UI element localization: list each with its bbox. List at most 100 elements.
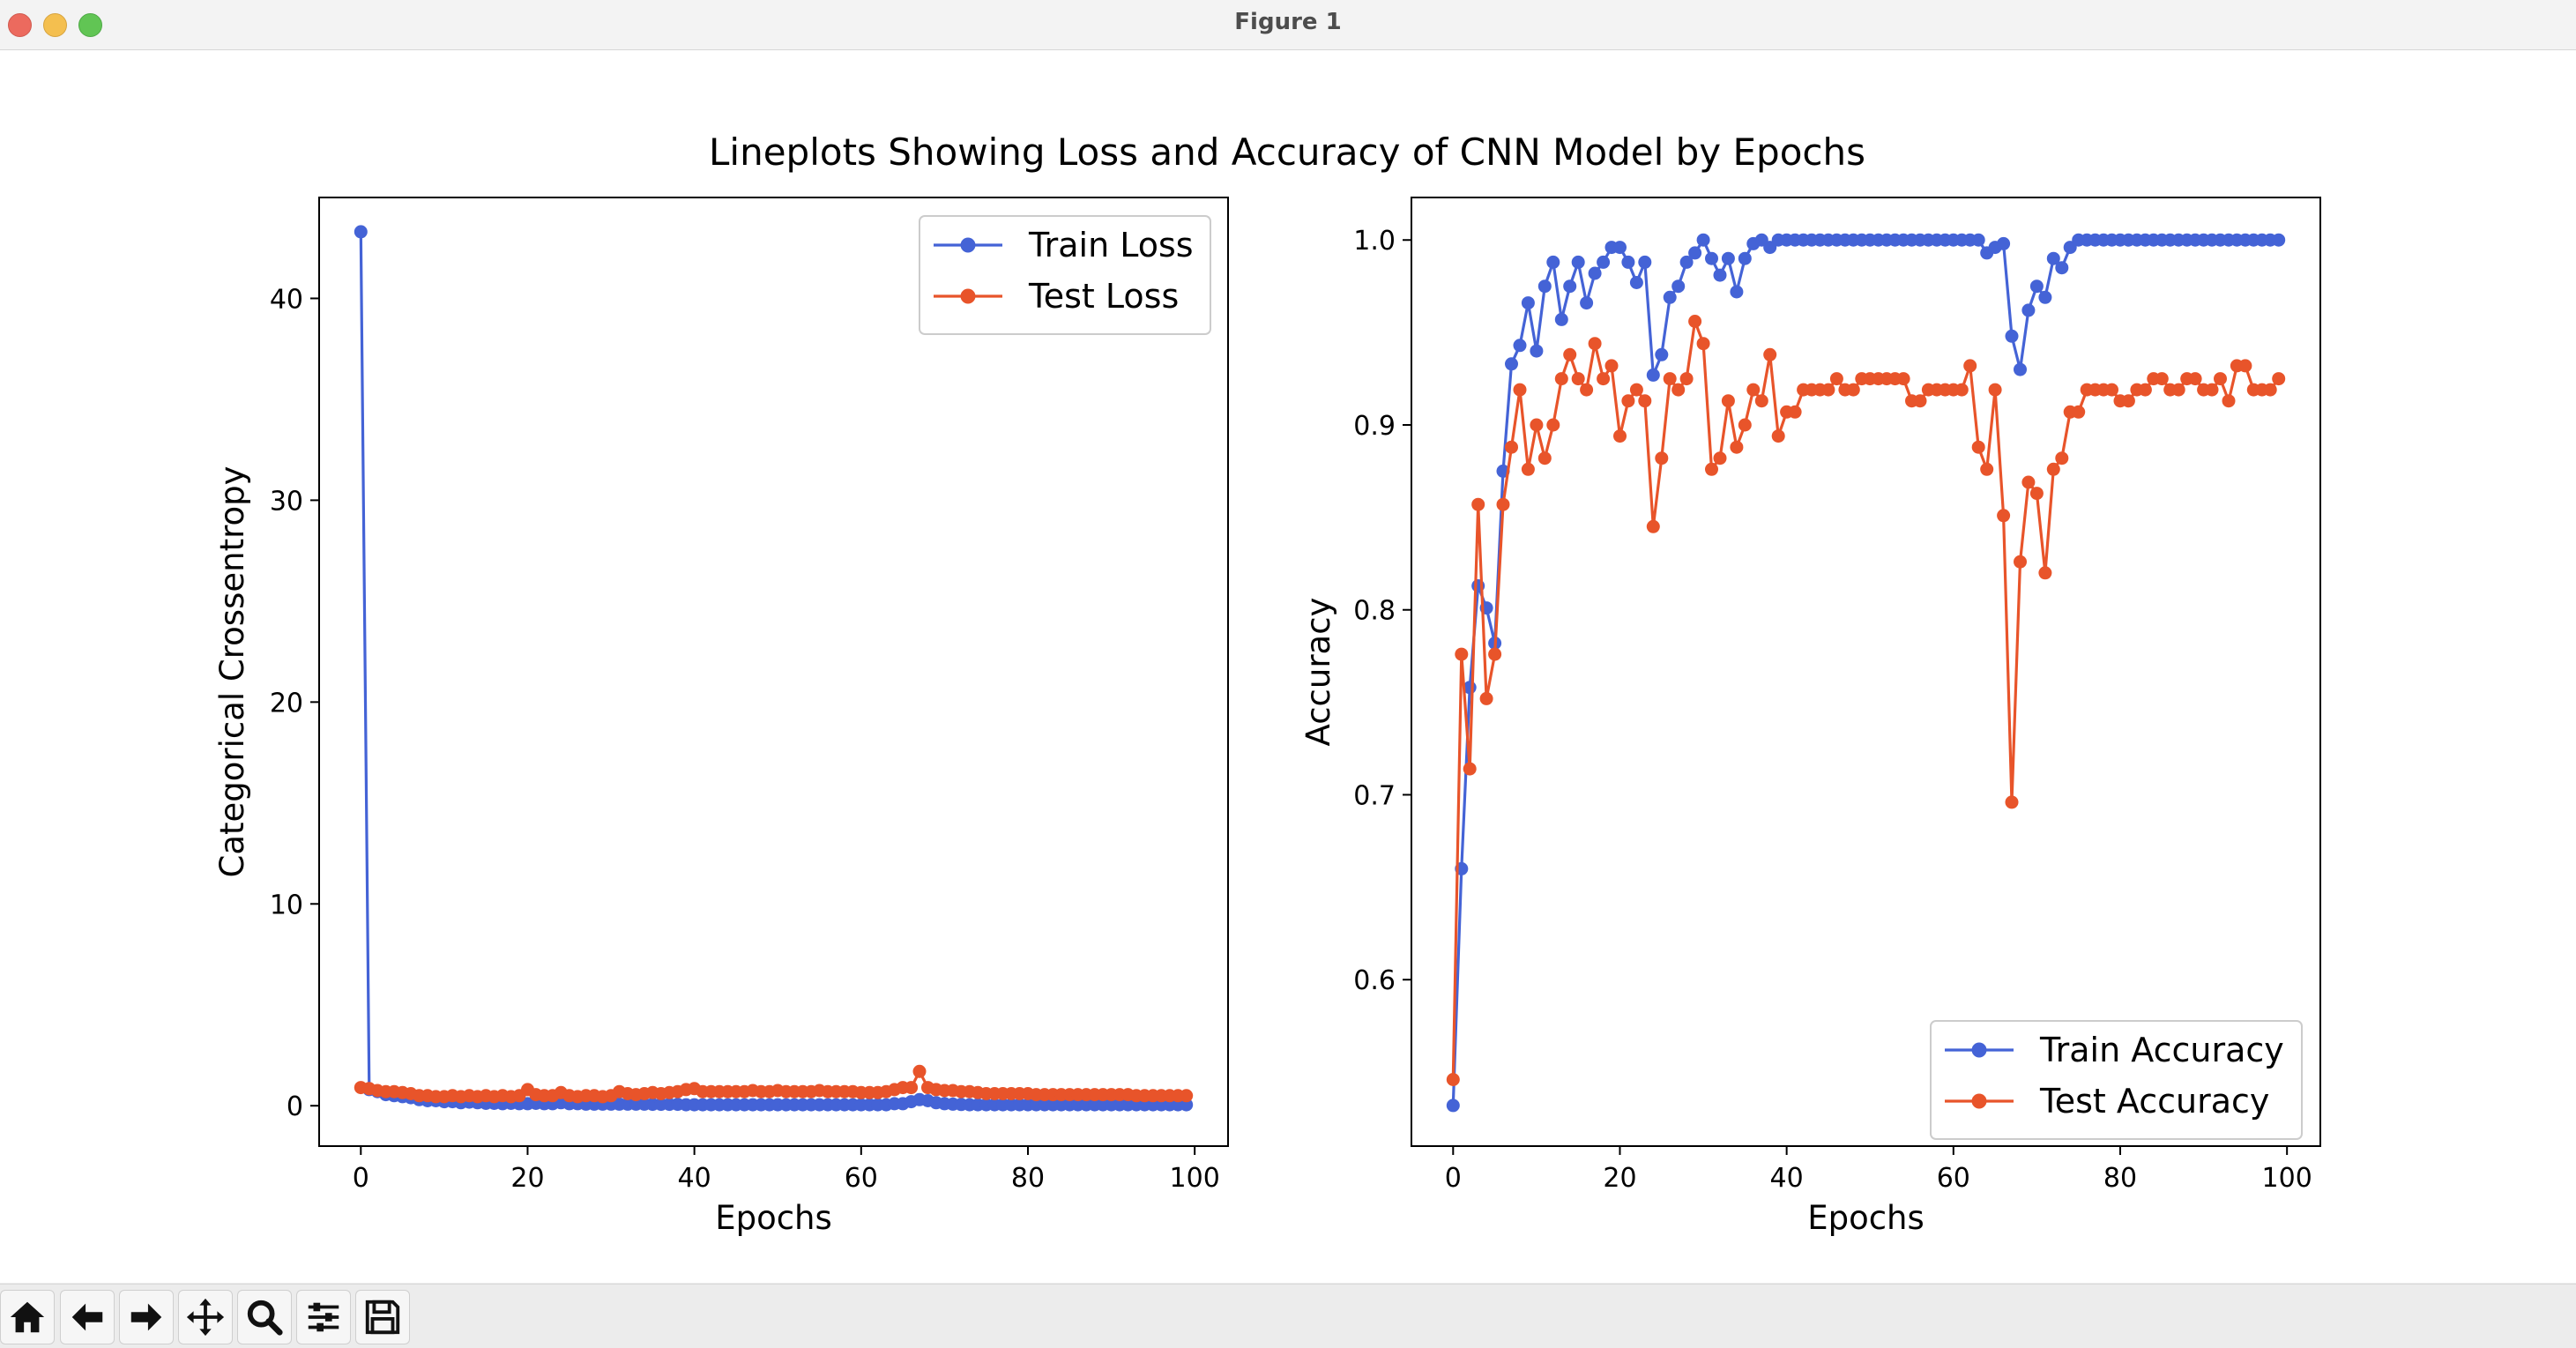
y-tick-label: 30 (270, 486, 303, 517)
x-axis-label: Epochs (1807, 1199, 1925, 1237)
data-point (1613, 429, 1627, 443)
data-point (2014, 362, 2027, 376)
data-point (1597, 255, 1611, 269)
data-point (1788, 405, 1802, 419)
data-point (2046, 251, 2060, 265)
legend: Train Accuracy Test Accuracy (1930, 1020, 2303, 1140)
data-point (1530, 418, 1544, 432)
data-point (1679, 255, 1694, 269)
data-point (1513, 383, 1527, 397)
data-point (1688, 315, 1702, 328)
data-point (1646, 519, 1660, 533)
figure-suptitle: Lineplots Showing Loss and Accuracy of C… (709, 130, 1865, 174)
data-point (1730, 440, 1744, 454)
data-point (1537, 451, 1552, 465)
data-point (1571, 255, 1585, 269)
window-title: Figure 1 (1234, 9, 1342, 35)
data-point (1597, 372, 1611, 386)
zoom-button[interactable] (237, 1290, 292, 1344)
data-point (905, 1081, 919, 1095)
data-point (1971, 233, 1985, 247)
data-point (1446, 1099, 1460, 1113)
forward-button[interactable] (119, 1290, 174, 1344)
legend-entry-label: Test Accuracy (2039, 1082, 2269, 1121)
y-axis-label: Accuracy (1299, 598, 1337, 747)
legend-marker-swatch (1971, 1042, 1987, 1058)
data-point (1563, 279, 1577, 294)
data-point (1604, 359, 1619, 373)
data-point (1896, 372, 1910, 386)
minimize-window-button[interactable] (43, 13, 67, 37)
data-point (1554, 312, 1568, 326)
legend-frame (1930, 1020, 2303, 1140)
data-point (354, 225, 368, 239)
zoom-window-button[interactable] (78, 13, 102, 37)
data-point (2029, 487, 2044, 501)
data-point (1646, 368, 1660, 382)
data-point (2038, 290, 2052, 304)
series-line (359, 231, 1187, 1106)
data-point (2072, 405, 2086, 419)
data-point (1479, 691, 1493, 705)
configure-subplots-button[interactable] (296, 1290, 351, 1344)
y-tick-label: 10 (270, 890, 303, 920)
data-point (1846, 383, 1860, 397)
x-tick-label: 80 (2103, 1163, 2137, 1194)
data-point (2021, 475, 2036, 489)
data-point (2014, 555, 2027, 569)
series-line (1451, 238, 2279, 1106)
data-point (1663, 372, 1677, 386)
zoom-icon (247, 1300, 283, 1336)
legend-entry-label: Train Accuracy (2039, 1031, 2284, 1069)
data-point (1505, 357, 1518, 371)
data-point (1580, 383, 1594, 397)
data-point (1696, 233, 1710, 247)
x-tick-label: 20 (510, 1163, 544, 1194)
pan-button[interactable] (178, 1290, 233, 1344)
data-point (1713, 268, 1727, 282)
data-point (1963, 359, 1977, 373)
y-tick-label: 0.8 (1353, 596, 1396, 627)
data-point (1588, 337, 1602, 351)
close-window-button[interactable] (8, 13, 32, 37)
data-point (1588, 266, 1602, 280)
y-tick-label: 40 (270, 284, 303, 315)
legend: Train Loss Test Loss (919, 215, 1211, 335)
data-point (1997, 236, 2011, 250)
data-point (1988, 383, 2002, 397)
data-point (2055, 451, 2069, 465)
data-point (1629, 383, 1643, 397)
data-point (1571, 372, 1585, 386)
series-test-accuracy (1446, 315, 2286, 1086)
data-point (1829, 372, 1843, 386)
data-point (2005, 329, 2019, 343)
back-button[interactable] (60, 1290, 115, 1344)
data-point (2029, 279, 2044, 294)
navigation-toolbar (0, 1284, 2576, 1348)
figure-canvas: Lineplots Showing Loss and Accuracy of C… (0, 50, 2576, 1283)
save-button[interactable] (355, 1290, 410, 1344)
data-point (1613, 241, 1627, 255)
x-tick-label: 100 (2262, 1163, 2312, 1194)
data-point (1621, 255, 1635, 269)
data-point (1671, 279, 1686, 294)
save-icon (365, 1300, 400, 1335)
axes-frame (318, 197, 1229, 1147)
data-point (1655, 347, 1669, 361)
data-point (1521, 296, 1535, 310)
x-tick-label: 60 (1937, 1163, 1970, 1194)
data-point (1679, 372, 1694, 386)
data-point (1638, 394, 1652, 408)
data-point (2272, 372, 2286, 386)
data-point (1488, 647, 1502, 661)
home-button[interactable] (0, 1290, 55, 1344)
data-point (1663, 290, 1677, 304)
data-point (1721, 394, 1735, 408)
data-point (2171, 383, 2185, 397)
y-tick-label: 0.7 (1353, 780, 1396, 811)
data-point (912, 1064, 927, 1078)
y-tick-label: 0.6 (1353, 965, 1396, 996)
data-point (1580, 296, 1594, 310)
data-point (1688, 246, 1702, 260)
